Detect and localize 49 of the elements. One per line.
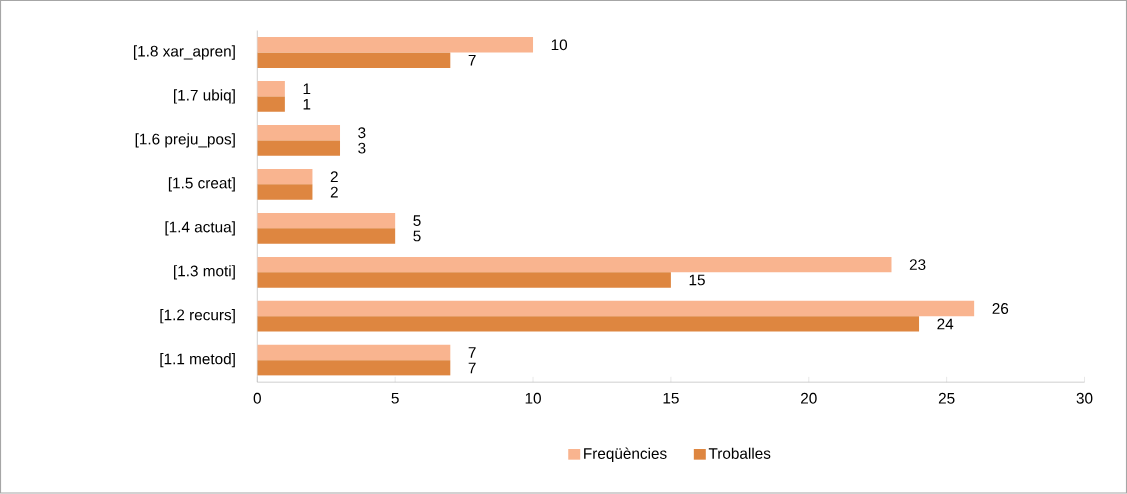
data-label: 23 [909, 259, 926, 271]
x-tick-label: 0 [253, 393, 261, 404]
data-label: 5 [413, 215, 421, 227]
y-tick-label: [1.1 metod] [160, 353, 235, 368]
legend-label: Troballes [708, 447, 771, 460]
data-label: 5 [413, 230, 421, 242]
data-label: 2 [330, 186, 338, 198]
data-label: 7 [468, 55, 476, 66]
bar [257, 140, 341, 156]
bar [257, 52, 451, 69]
data-label: 1 [303, 83, 311, 95]
data-label: 15 [689, 274, 705, 286]
data-label: 2 [330, 171, 338, 183]
x-tick-label: 15 [663, 393, 679, 404]
bar [257, 257, 892, 273]
x-tick-label: 10 [525, 393, 541, 404]
data-label: 24 [937, 318, 954, 330]
x-tick-label: 30 [1076, 393, 1093, 404]
bar [257, 125, 341, 141]
bar [257, 184, 313, 200]
y-tick-label: [1.8 xar_apren] [133, 45, 235, 60]
bar [257, 213, 396, 229]
bar [257, 345, 451, 361]
bar [257, 301, 975, 317]
y-tick-label: [1.7 ubiq] [174, 89, 235, 104]
bar [257, 96, 285, 113]
bar [257, 81, 285, 97]
bar [257, 37, 534, 53]
data-label: 26 [992, 303, 1009, 315]
bar [257, 169, 313, 185]
x-tick-label: 20 [801, 393, 817, 404]
y-tick-label: [1.3 moti] [174, 265, 235, 280]
bar [257, 316, 920, 332]
legend-label: Freqüències [584, 447, 667, 463]
bar [257, 360, 451, 376]
y-tick-label: [1.6 preju_pos] [135, 133, 235, 148]
data-label: 3 [358, 142, 366, 154]
bar [257, 228, 396, 244]
y-tick-label: [1.4 actua] [165, 221, 235, 236]
bar [257, 272, 671, 288]
y-tick-label: [1.2 recurs] [160, 309, 235, 324]
data-label: 10 [551, 39, 568, 51]
x-tick-label: 25 [938, 393, 955, 404]
data-label: 7 [468, 347, 476, 358]
x-tick-label: 5 [391, 393, 399, 404]
data-label: 3 [358, 127, 366, 139]
data-label: 7 [468, 362, 476, 374]
y-tick-label: [1.5 creat] [168, 177, 235, 192]
data-label: 1 [303, 99, 311, 110]
